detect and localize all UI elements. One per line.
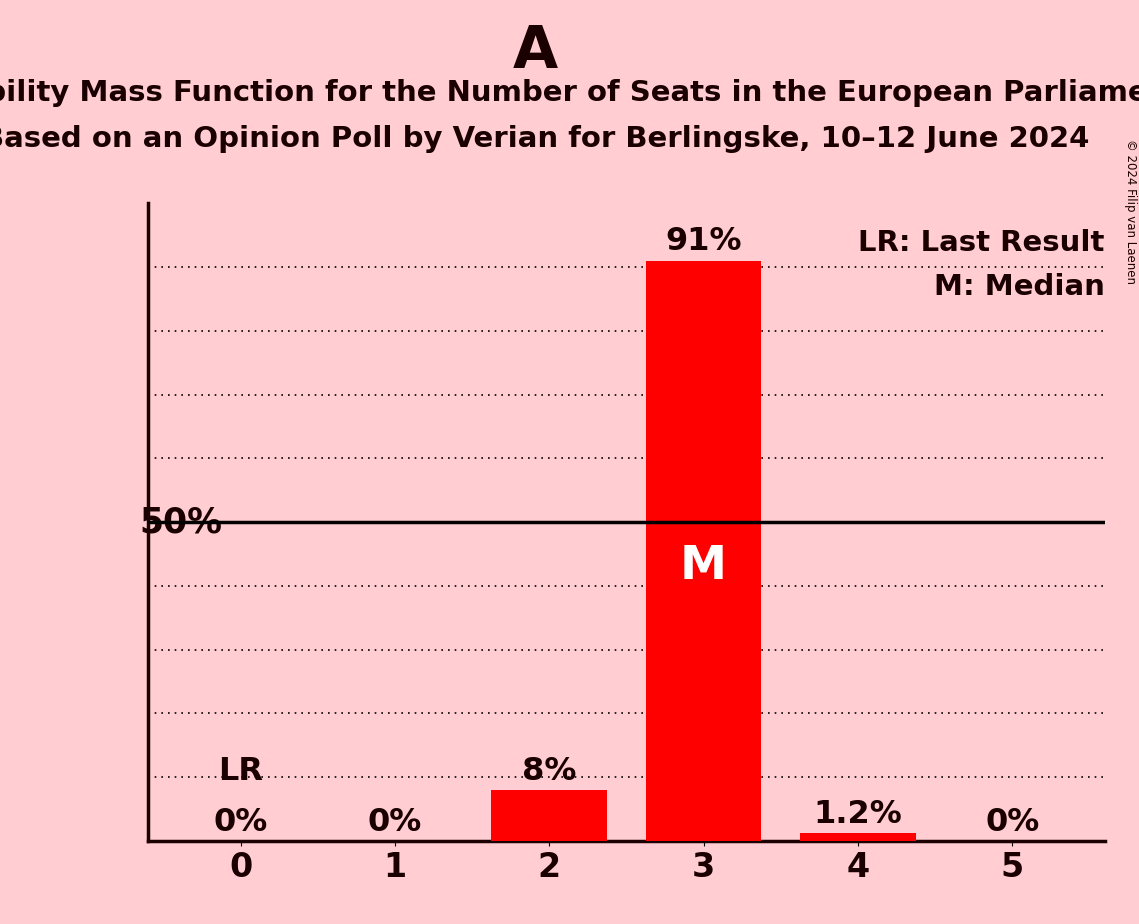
Text: A: A (513, 23, 558, 80)
Text: LR: Last Result: LR: Last Result (859, 229, 1105, 257)
Text: 50%: 50% (139, 505, 222, 539)
Text: 0%: 0% (213, 807, 268, 838)
Text: M: Median: M: Median (934, 274, 1105, 301)
Text: 0%: 0% (985, 807, 1040, 838)
Bar (491, 790, 607, 841)
Text: © 2024 Filip van Laenen: © 2024 Filip van Laenen (1124, 139, 1137, 284)
Bar (646, 261, 762, 841)
Text: 8%: 8% (522, 756, 576, 786)
Text: LR: LR (219, 756, 263, 786)
Text: Probability Mass Function for the Number of Seats in the European Parliament: Probability Mass Function for the Number… (0, 79, 1139, 106)
Text: 91%: 91% (665, 226, 741, 258)
Text: M: M (680, 544, 727, 590)
Text: Based on an Opinion Poll by Verian for Berlingske, 10–12 June 2024: Based on an Opinion Poll by Verian for B… (0, 125, 1089, 152)
Text: 1.2%: 1.2% (813, 799, 902, 830)
Text: 0%: 0% (368, 807, 423, 838)
Bar (800, 833, 916, 841)
